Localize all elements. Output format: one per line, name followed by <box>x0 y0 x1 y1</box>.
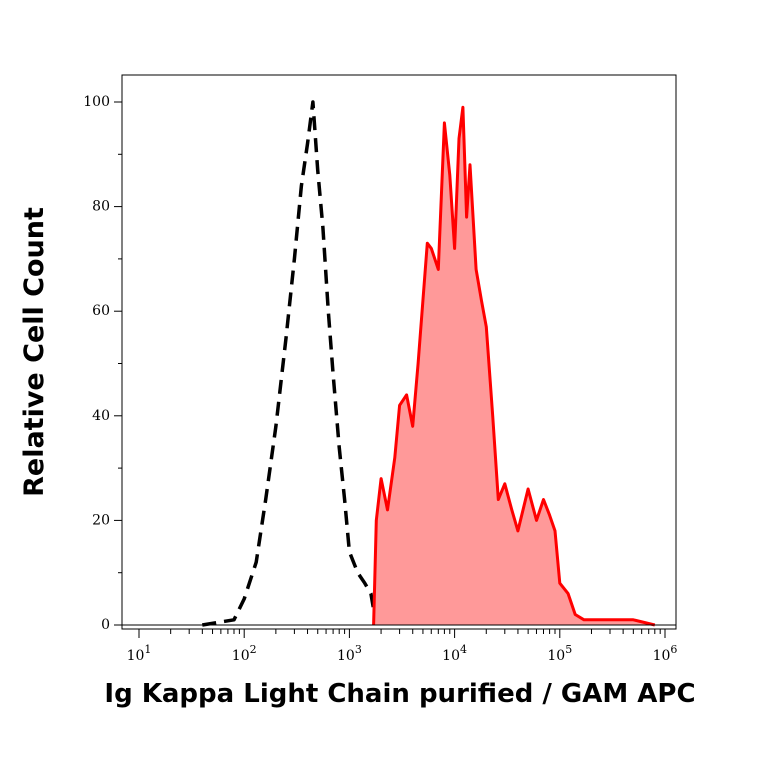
chart-marks <box>202 100 656 627</box>
plot-frame <box>121 74 677 630</box>
x-tick-label: 104 <box>442 643 467 664</box>
x-axis-title: Ig Kappa Light Chain purified / GAM APC <box>104 679 695 709</box>
x-tick-label: 106 <box>653 643 678 664</box>
y-tick-label: 80 <box>92 199 110 215</box>
x-tick-label: 102 <box>232 643 257 664</box>
y-tick-label: 100 <box>83 94 110 110</box>
x-tick-label: 103 <box>337 643 362 664</box>
series-2-line <box>372 105 656 627</box>
y-axis-title: Relative Cell Count <box>19 207 50 497</box>
y-tick-label: 60 <box>92 303 110 319</box>
series-1-line <box>202 100 379 627</box>
x-tick-label: 101 <box>127 643 152 664</box>
series-2-area <box>373 107 655 625</box>
y-tick-label: 40 <box>92 408 110 424</box>
y-tick-label: 20 <box>92 512 110 528</box>
x-axis: 101 102 103 104 105 106 <box>127 629 678 664</box>
x-tick-label: 105 <box>547 643 572 664</box>
y-axis: 0 20 40 60 80 100 <box>83 94 676 633</box>
y-tick-label: 0 <box>101 617 110 633</box>
